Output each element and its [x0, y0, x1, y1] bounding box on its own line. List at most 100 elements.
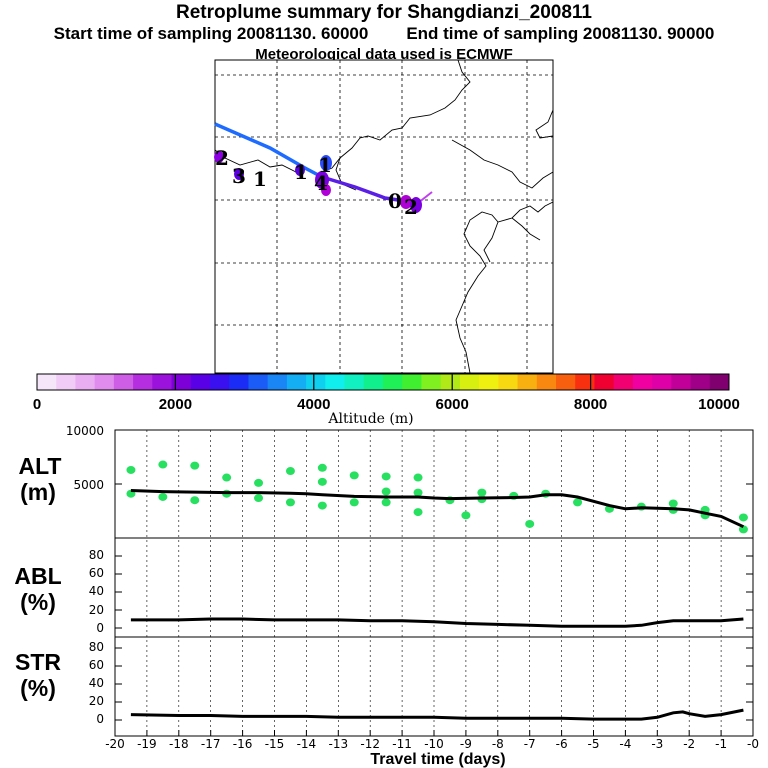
- x-tick-label: -4: [619, 737, 631, 751]
- cluster-label: 1: [294, 160, 308, 184]
- abl-ytick: 0: [96, 621, 104, 635]
- colorbar-cell: [536, 374, 557, 390]
- colorbar-cell: [152, 374, 173, 390]
- alt-spread-point: [738, 525, 748, 534]
- altitude-colorbar: 0 2000 4000 6000 8000 10000 Altitude (m): [33, 373, 740, 427]
- alt-spread-point: [413, 508, 423, 517]
- cluster-marker: [234, 168, 244, 180]
- str-ytick: 20: [89, 694, 104, 708]
- x-tick-label: -12: [360, 737, 380, 751]
- end-time-label: End time of sampling 20081130. 90000: [406, 24, 715, 43]
- colorbar-cell: [556, 374, 576, 390]
- str-panel: STR (%) 80 60 40 20 0: [15, 640, 753, 726]
- colorbar-cell: [267, 374, 288, 390]
- alt-spread-point: [158, 492, 168, 501]
- alt-spread-point: [573, 498, 583, 507]
- colorbar-tick: 8000: [574, 396, 607, 413]
- colorbar-cell: [75, 374, 96, 390]
- alt-unit: (m): [20, 479, 56, 505]
- x-tick-label: -14: [297, 737, 317, 751]
- colorbar-cell: [632, 374, 653, 390]
- alt-ytick-marks: [115, 429, 753, 485]
- alt-spread-point: [222, 473, 232, 482]
- colorbar-cell: [383, 374, 403, 390]
- alt-spread-point: [381, 498, 391, 507]
- str-ytick: 40: [89, 676, 104, 690]
- str-yticks: 80 60 40 20 0: [89, 640, 104, 726]
- x-tick-label: -5: [588, 737, 600, 751]
- start-time-label: Start time of sampling 20081130. 60000: [53, 24, 369, 43]
- colorbar-cell: [344, 374, 365, 390]
- colorbar-cell: [517, 374, 538, 390]
- colorbar-cell: [421, 374, 442, 390]
- colorbar-ticks: 0 2000 4000 6000 8000 10000: [33, 396, 740, 413]
- alt-spread-point: [317, 463, 327, 472]
- abl-line: [130, 617, 744, 628]
- abl-ytick: 60: [89, 566, 104, 580]
- time-series-panels: ALT (m) 10000 5000 ABL (%) 80 60 40 20 0: [14, 424, 759, 768]
- met-data-label: Meteorological data used is ECMWF: [255, 46, 513, 63]
- cluster-label: 4: [314, 171, 328, 195]
- alt-spread-point: [285, 467, 295, 476]
- colorbar-cell: [113, 374, 134, 390]
- colorbar-tick: 0: [33, 396, 41, 413]
- colorbar-cell: [229, 374, 249, 390]
- alt-spread-point: [285, 498, 295, 507]
- alt-spread-point: [381, 487, 391, 496]
- alt-ytick: 5000: [73, 478, 104, 492]
- colorbar-cell: [459, 374, 480, 390]
- cluster-marker: [214, 151, 224, 163]
- colorbar-cell: [440, 374, 461, 390]
- cluster-label: 2: [215, 146, 229, 170]
- x-axis-label: Travel time (days): [370, 751, 505, 768]
- x-tick-label: -1: [715, 737, 727, 751]
- colorbar-cell: [613, 374, 634, 390]
- cluster-label: 2: [404, 195, 418, 219]
- colorbar-cell: [671, 374, 692, 390]
- x-tick-label: -0: [747, 737, 759, 751]
- x-tick-label: -9: [460, 737, 472, 751]
- alt-spread-point: [158, 460, 168, 469]
- str-ytick-marks: [115, 647, 753, 721]
- x-tick-label: -18: [169, 737, 189, 751]
- abl-yticks: 80 60 40 20 0: [89, 548, 104, 635]
- cluster-label: 1: [318, 153, 332, 177]
- colorbar-cell: [190, 374, 211, 390]
- colorbar-cell: [498, 374, 519, 390]
- alt-spread-point: [413, 473, 423, 482]
- x-tick-label: -2: [683, 737, 695, 751]
- colorbar-cell: [363, 374, 384, 390]
- colorbar-cell: [709, 374, 730, 390]
- vertical-gridlines: [146, 430, 722, 736]
- sampling-time-line: Start time of sampling 20081130. 60000 En…: [0, 24, 768, 44]
- alt-spread-point: [349, 471, 359, 480]
- colorbar-cell: [306, 374, 326, 390]
- map-panel: 2 3 1 1 1 4 0 2: [214, 59, 554, 374]
- str-ytick: 60: [89, 658, 104, 672]
- alt-median-line: [130, 489, 745, 529]
- colorbar-tick: 2000: [159, 396, 192, 413]
- alt-spread-point: [317, 501, 327, 510]
- colorbar-cell: [56, 374, 76, 390]
- x-tick-label: -20: [105, 737, 125, 751]
- colorbar-cell: [594, 374, 615, 390]
- x-tick-label: -6: [556, 737, 568, 751]
- alt-spread-point: [381, 472, 391, 481]
- colorbar-cell: [402, 374, 422, 390]
- alt-spread-point: [349, 498, 359, 507]
- x-tick-label: -13: [328, 737, 348, 751]
- alt-spread-point: [461, 511, 471, 520]
- colorbar-cell: [286, 374, 307, 390]
- alt-spread-point: [738, 513, 748, 522]
- str-ytick: 0: [96, 712, 104, 726]
- cluster-label: 0: [388, 189, 402, 213]
- colorbar-cells: [37, 374, 730, 390]
- alt-spread-point: [477, 488, 487, 497]
- colorbar-tick: 6000: [436, 396, 469, 413]
- x-axis-ticks: -20 -19 -18 -17 -16 -15 -14 -13 -12 -11 -10 -9 -8 -7 -…: [105, 730, 759, 751]
- str-unit: (%): [20, 675, 56, 701]
- alt-spread-point: [190, 496, 200, 505]
- alt-ytick: 10000: [66, 424, 104, 438]
- x-tick-label: -17: [201, 737, 221, 751]
- colorbar-cell: [94, 374, 115, 390]
